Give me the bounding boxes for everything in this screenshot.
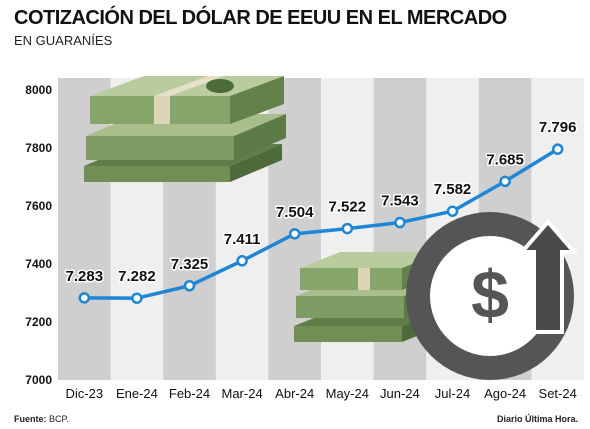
data-label-halo: 7.504 [276, 204, 314, 221]
data-label-halo: 7.411 [224, 231, 261, 248]
credit-note: Diario Última Hora. [496, 414, 578, 424]
data-label-halo: 7.283 [66, 268, 104, 285]
data-point [551, 143, 564, 155]
data-label: 7.283 [66, 268, 104, 285]
data-label: 7.325 [171, 256, 209, 273]
x-tick-label: Dic-23 [66, 386, 104, 401]
data-label: 7.582 [434, 181, 472, 198]
y-tick-label: 7800 [25, 141, 52, 155]
data-label-halo: 7.543 [381, 193, 419, 210]
data-label: 7.411 [224, 231, 261, 248]
data-label: 7.522 [329, 199, 367, 216]
svg-text:$: $ [471, 257, 509, 333]
data-label: 7.685 [486, 151, 524, 168]
data-point [183, 280, 196, 292]
source-value: BCP. [49, 414, 69, 424]
data-label-halo: 7.282 [118, 268, 156, 285]
data-label-halo: 7.685 [486, 151, 524, 168]
data-point [78, 292, 91, 304]
x-tick-label: Abr-24 [275, 386, 314, 401]
x-tick-label: Jun-24 [380, 386, 420, 401]
data-point [131, 292, 143, 304]
data-label-halo: 7.796 [539, 119, 577, 136]
source-label: Fuente: [14, 414, 47, 424]
x-tick-label: Ene-24 [116, 386, 158, 401]
y-tick-label: 7000 [25, 373, 52, 387]
data-point [394, 216, 406, 229]
x-tick-label: Mar-24 [222, 386, 263, 401]
data-label: 7.543 [381, 193, 419, 210]
chart-title: COTIZACIÓN DEL DÓLAR DE EEUU EN EL MERCA… [14, 7, 507, 29]
x-tick-label: Set-24 [539, 386, 577, 401]
series-line [82, 147, 560, 300]
data-label-halo: 7.325 [171, 256, 209, 273]
chart-subtitle: EN GUARANÍES [14, 33, 113, 48]
x-tick-label: Ago-24 [484, 386, 526, 401]
data-point [236, 255, 248, 267]
data-label-halo: 7.582 [434, 181, 472, 198]
column-shade [58, 78, 111, 380]
data-label: 7.796 [539, 119, 577, 136]
data-label: 7.504 [276, 204, 314, 221]
y-tick-label: 7600 [25, 199, 52, 213]
y-tick-label: 8000 [25, 83, 52, 97]
data-label-halo: 7.522 [329, 199, 367, 216]
x-tick-label: May-24 [326, 386, 369, 401]
data-point [446, 205, 459, 217]
x-tick-label: Feb-24 [169, 386, 210, 401]
data-point [288, 228, 301, 240]
y-tick-label: 7400 [25, 257, 52, 271]
data-label: 7.282 [118, 268, 156, 285]
data-point [499, 175, 511, 188]
x-tick-label: Jul-24 [435, 386, 470, 401]
data-point [341, 222, 354, 235]
dollar-up-arrow-icon: $ [406, 212, 579, 380]
y-tick-label: 7200 [25, 315, 52, 329]
source-note: Fuente: BCP. [14, 414, 69, 424]
dollar-bills-stack-icon [84, 76, 286, 182]
